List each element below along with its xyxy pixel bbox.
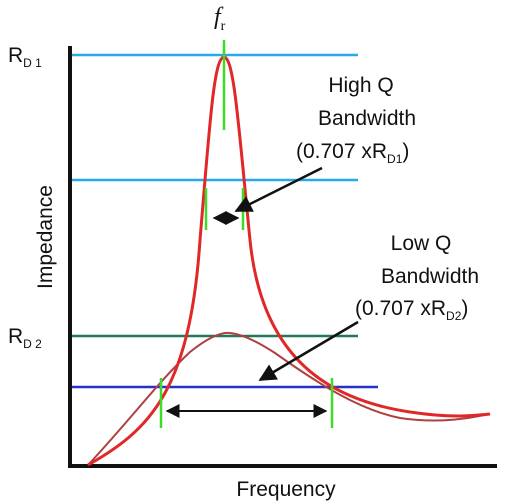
- rd1-label: RD 1: [8, 44, 42, 70]
- low-q-pointer-arrow: [258, 320, 359, 382]
- high-q-pointer-arrow: [234, 166, 323, 213]
- low-q-curve: [87, 331, 491, 466]
- high-q-title: High Q: [328, 74, 393, 97]
- low-q-formula: (0.707 xRD2): [355, 297, 468, 323]
- y-axis-label: Impedance: [34, 185, 57, 289]
- low-q-title: Low Q: [391, 232, 452, 255]
- high-q-bandwidth-label: Bandwidth: [318, 107, 416, 130]
- high-q-curve: [87, 55, 491, 467]
- resonant-frequency-label: fr: [214, 4, 226, 34]
- x-axis-label: Frequency: [236, 478, 336, 501]
- low-q-bandwidth-label: Bandwidth: [381, 265, 479, 288]
- rd2-label: RD 2: [8, 325, 42, 351]
- high-q-formula: (0.707 xRD1): [296, 140, 409, 166]
